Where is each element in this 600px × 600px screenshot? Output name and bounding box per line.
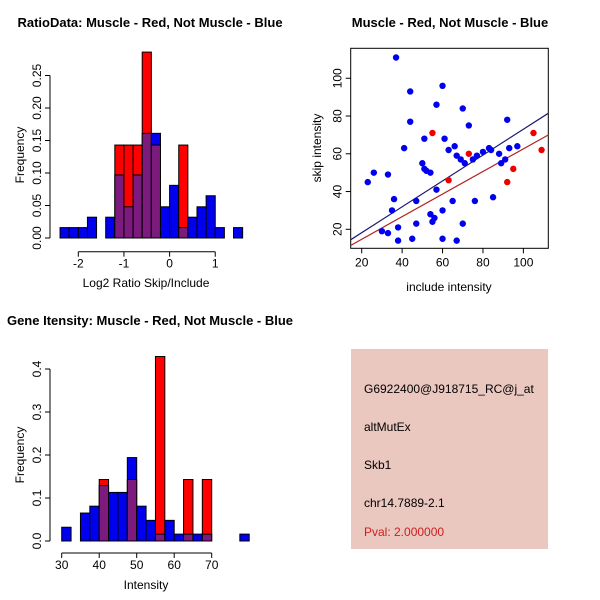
scatter-title: Muscle - Red, Not Muscle - Blue bbox=[351, 15, 549, 30]
scatter-ylabel: skip intensity bbox=[310, 113, 324, 183]
svg-text:-1: -1 bbox=[119, 257, 130, 271]
svg-text:60: 60 bbox=[331, 147, 345, 161]
gene-histogram-ylabel: Frequency bbox=[13, 426, 27, 484]
svg-text:0.25: 0.25 bbox=[30, 63, 44, 87]
svg-text:0.15: 0.15 bbox=[30, 128, 44, 152]
svg-text:0.4: 0.4 bbox=[30, 360, 44, 377]
ratio-histogram-title: RatioData: Muscle - Red, Not Muscle - Bl… bbox=[17, 15, 283, 30]
svg-text:0.3: 0.3 bbox=[30, 403, 44, 420]
gene-histogram-xlabel: Intensity bbox=[123, 578, 169, 592]
svg-text:30: 30 bbox=[55, 558, 69, 572]
ratio-histogram-xlabel: Log2 Ratio Skip/Include bbox=[82, 276, 210, 290]
svg-text:0: 0 bbox=[166, 257, 173, 271]
svg-text:20: 20 bbox=[355, 255, 369, 269]
splice-type-text: altMutEx bbox=[364, 420, 411, 434]
pval-text: Pval: 2.000000 bbox=[364, 525, 445, 539]
svg-text:-2: -2 bbox=[73, 257, 84, 271]
svg-text:80: 80 bbox=[476, 255, 490, 269]
svg-text:60: 60 bbox=[436, 255, 450, 269]
svg-text:40: 40 bbox=[331, 185, 345, 199]
svg-text:0.1: 0.1 bbox=[30, 489, 44, 506]
svg-text:50: 50 bbox=[130, 558, 144, 572]
svg-text:0.00: 0.00 bbox=[30, 226, 44, 250]
svg-text:0.05: 0.05 bbox=[30, 193, 44, 217]
svg-text:0.2: 0.2 bbox=[30, 446, 44, 463]
chromosome-location-text: chr14.7889-2.1 bbox=[364, 496, 445, 510]
svg-text:0.10: 0.10 bbox=[30, 161, 44, 185]
gene-symbol-text: Skb1 bbox=[364, 458, 392, 472]
probe-id-text: G6922400@J918715_RC@j_at bbox=[364, 382, 534, 396]
svg-text:60: 60 bbox=[168, 558, 182, 572]
svg-text:0.20: 0.20 bbox=[30, 96, 44, 120]
svg-text:100: 100 bbox=[331, 68, 345, 88]
scatter-xlabel: include intensity bbox=[406, 280, 492, 294]
svg-text:40: 40 bbox=[93, 558, 107, 572]
gene-histogram-title: Gene Itensity: Muscle - Red, Not Muscle … bbox=[6, 313, 294, 328]
svg-text:100: 100 bbox=[513, 255, 533, 269]
svg-text:70: 70 bbox=[205, 558, 219, 572]
svg-text:40: 40 bbox=[395, 255, 409, 269]
gene-info-box: G6922400@J918715_RC@j_at altMutEx Skb1 c… bbox=[351, 349, 548, 549]
svg-text:1: 1 bbox=[212, 257, 219, 271]
svg-text:0.0: 0.0 bbox=[30, 532, 44, 549]
svg-text:20: 20 bbox=[331, 222, 345, 236]
svg-text:80: 80 bbox=[331, 109, 345, 123]
ratio-histogram-ylabel: Frequency bbox=[13, 126, 27, 184]
